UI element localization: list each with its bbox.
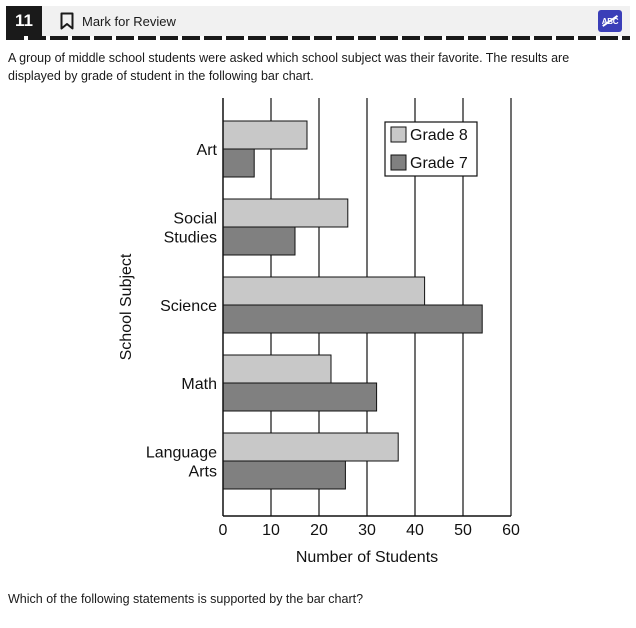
question-header: 11 Mark for Review ABC bbox=[6, 6, 630, 36]
x-tick-label: 40 bbox=[406, 522, 424, 539]
x-tick-label: 10 bbox=[262, 522, 280, 539]
legend-swatch bbox=[390, 126, 407, 143]
bar-grade8 bbox=[222, 276, 426, 306]
bookmark-icon bbox=[60, 12, 74, 30]
bar-grade7 bbox=[222, 460, 346, 490]
bar-grade8 bbox=[222, 120, 308, 150]
bar-grade7 bbox=[222, 304, 483, 334]
bar-chart: Art Social Studies Science Math Language Arts 0… bbox=[118, 98, 520, 566]
category-label: Language bbox=[146, 445, 217, 462]
mark-for-review-button[interactable]: Mark for Review bbox=[60, 6, 176, 36]
legend-label: Grade 8 bbox=[410, 127, 468, 144]
category-label: Math bbox=[181, 376, 217, 393]
question-prompt: A group of middle school students were a… bbox=[8, 51, 570, 83]
legend-label: Grade 7 bbox=[410, 155, 468, 172]
x-tick-label: 50 bbox=[454, 522, 472, 539]
category-label: Social bbox=[173, 211, 217, 228]
header-divider bbox=[6, 36, 630, 40]
category-label: Science bbox=[160, 298, 217, 315]
mark-for-review-label: Mark for Review bbox=[82, 13, 176, 29]
question-number: 11 bbox=[6, 6, 42, 36]
abc-eliminator-button[interactable]: ABC bbox=[598, 10, 622, 32]
category-label: Studies bbox=[164, 230, 217, 247]
bar-grade8 bbox=[222, 432, 399, 462]
x-axis-label: Number of Students bbox=[296, 549, 438, 566]
x-tick-label: 60 bbox=[502, 522, 520, 539]
x-tick-label: 20 bbox=[310, 522, 328, 539]
y-axis-label: School Subject bbox=[118, 253, 135, 360]
bar-grade7 bbox=[222, 226, 296, 256]
x-tick-label: 0 bbox=[219, 522, 228, 539]
bar-grade8 bbox=[222, 198, 349, 228]
x-tick-label: 30 bbox=[358, 522, 376, 539]
bar-grade7 bbox=[222, 382, 378, 412]
question-stem: Which of the following statements is sup… bbox=[8, 592, 364, 606]
bar-grade7 bbox=[222, 148, 255, 178]
category-label: Art bbox=[197, 142, 218, 159]
bar-grade8 bbox=[222, 354, 332, 384]
category-label: Arts bbox=[189, 464, 217, 481]
legend-swatch bbox=[390, 154, 407, 171]
